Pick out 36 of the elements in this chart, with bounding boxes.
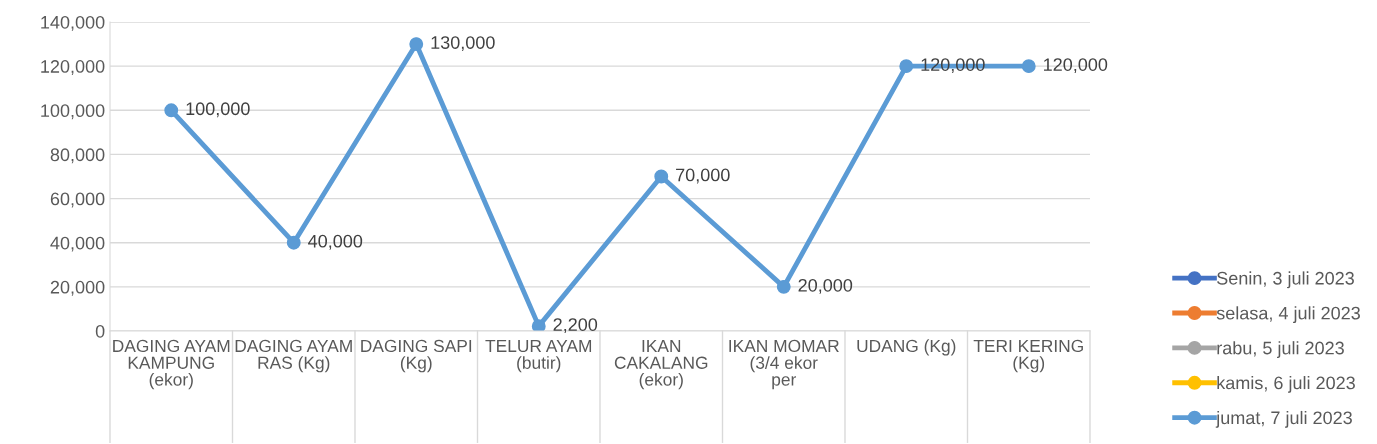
legend-label: jumat, 7 juli 2023: [1215, 410, 1352, 428]
legend-label: selasa, 4 juli 2023: [1216, 306, 1360, 324]
x-tick-label: UDANG (Kg): [857, 339, 956, 356]
y-tick-label: 120,000: [41, 60, 105, 75]
y-tick-label: 80,000: [50, 148, 105, 164]
data-label: 2,200: [553, 318, 598, 334]
legend-label: Senin, 3 juli 2023: [1217, 271, 1354, 289]
x-tick-label: IKAN MOMAR (3/4 ekor per: [729, 339, 839, 390]
point: [776, 279, 791, 294]
point: [286, 235, 301, 250]
data-label: 100,000: [186, 102, 250, 118]
y-tick-label: 40,000: [50, 236, 105, 252]
point: [531, 319, 546, 331]
data-label: 130,000: [431, 36, 495, 52]
y-tick-label: 140,000: [41, 15, 105, 31]
y-tick-label: 60,000: [50, 192, 105, 208]
x-tick-label: DAGING AYAM KAMPUNG (ekor): [113, 339, 230, 390]
legend-label: kamis, 6 juli 2023: [1217, 376, 1355, 393]
y-tick-label: 100,000: [41, 104, 105, 120]
x-tick-label: DAGING SAPI (Kg): [361, 339, 472, 373]
data-label: 20,000: [798, 278, 853, 294]
y-tick-label: 20,000: [50, 280, 105, 296]
x-tick-label: IKAN CAKALANG (ekor): [614, 339, 708, 390]
x-tick-label: TERI KERING (Kg): [973, 339, 1083, 373]
legend-label: rabu, 5 juli 2023: [1217, 341, 1344, 358]
point: [409, 37, 424, 52]
point: [1021, 59, 1036, 74]
data-label: 70,000: [676, 168, 730, 184]
point: [164, 103, 179, 118]
point: [654, 169, 669, 184]
y-tick-label: 0: [95, 324, 105, 338]
data-label: 40,000: [308, 234, 363, 250]
x-tick-label: DAGING AYAM RAS (Kg): [235, 339, 352, 373]
point: [899, 59, 914, 74]
x-tick-label: TELUR AYAM (butir): [485, 339, 592, 373]
data-label: 120,000: [1044, 58, 1108, 74]
